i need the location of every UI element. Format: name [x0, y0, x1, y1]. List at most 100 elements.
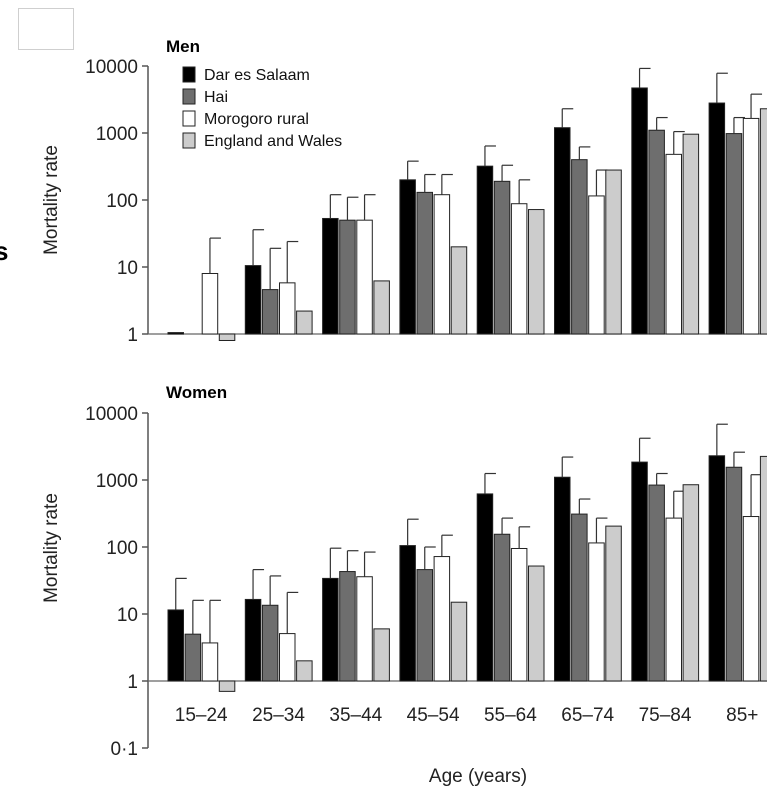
bar-england-and-wales-45-54	[450, 601, 468, 682]
error-bar-morogoro-rural-15-24	[209, 599, 221, 643]
bar-hai-55-64	[493, 180, 511, 335]
bar-england-and-wales-35-44	[373, 280, 390, 335]
bar-hai-35-44	[339, 571, 356, 682]
bar-dar-es-salaam-35-44	[322, 577, 339, 682]
x-tick-label: 75–84	[639, 705, 692, 726]
y-tick-label: 1000	[96, 471, 138, 492]
error-bar-hai-65-74	[578, 146, 591, 160]
bar-dar-es-salaam-45-54	[399, 545, 416, 682]
bar-dar-es-salaam-45-54	[399, 179, 416, 335]
error-bar-morogoro-rural-25-34	[286, 240, 299, 283]
error-bar-morogoro-rural-75-84	[673, 130, 685, 155]
y-tick-label: 10	[117, 258, 138, 279]
bar-hai-15-24	[184, 633, 202, 682]
bar-morogoro-rural-25-34	[279, 282, 296, 335]
panel-title: Women	[166, 383, 227, 402]
error-bar-dar-es-salaam-55-64	[484, 145, 496, 167]
error-bar-dar-es-salaam-55-64	[484, 472, 496, 494]
bar-england-and-wales-75-84	[682, 484, 700, 682]
legend-swatch-dar-es-salaam	[182, 66, 196, 83]
bar-morogoro-rural-55-64	[510, 547, 528, 682]
bar-dar-es-salaam-25-34	[244, 598, 262, 682]
legend-swatch-england-and-wales	[182, 132, 196, 149]
x-tick-label: 25–34	[252, 705, 305, 726]
blank-box	[18, 8, 74, 50]
error-bar-dar-es-salaam-65-74	[561, 456, 574, 478]
y-tick-label: 1	[127, 325, 138, 346]
bar-hai-55-64	[493, 533, 511, 682]
bar-england-and-wales-75-84	[682, 133, 700, 335]
bar-dar-es-salaam-15-24	[167, 609, 184, 682]
bar-dar-es-salaam-85	[708, 102, 726, 335]
bar-hai-75-84	[648, 484, 665, 682]
bar-morogoro-rural-85	[742, 117, 760, 335]
error-bar-hai-65-74	[578, 498, 591, 515]
legend-label-hai: Hai	[204, 89, 228, 106]
bar-morogoro-rural-35-44	[356, 219, 373, 335]
panel-title: Men	[166, 37, 200, 56]
error-bar-hai-75-84	[656, 116, 668, 131]
legend-swatch-morogoro-rural	[182, 110, 196, 127]
men-panel: Men Mortality rate 1 10 100 1000 10000	[41, 37, 767, 346]
bar-dar-es-salaam-25-34	[244, 265, 262, 335]
y-tick-label: 10000	[85, 404, 138, 425]
y-tick-label: 100	[106, 191, 138, 212]
bar-morogoro-rural-55-64	[510, 203, 528, 335]
error-bar-dar-es-salaam-65-74	[561, 108, 574, 128]
error-bar-hai-45-54	[424, 173, 436, 193]
bar-dar-es-salaam-65-74	[554, 476, 571, 682]
x-tick-label: 15–24	[175, 705, 228, 726]
error-bar-dar-es-salaam-35-44	[329, 547, 342, 579]
y-tick-label: 1000	[96, 124, 138, 145]
error-bar-hai-45-54	[424, 546, 436, 570]
error-bar-dar-es-salaam-75-84	[638, 437, 651, 463]
error-bar-morogoro-rural-65-74	[595, 517, 608, 543]
error-bar-hai-25-34	[269, 575, 282, 606]
error-bar-dar-es-salaam-75-84	[638, 67, 651, 88]
error-bar-hai-15-24	[192, 599, 204, 635]
bar-hai-85	[725, 466, 743, 682]
bar-england-and-wales-25-34	[296, 660, 313, 682]
bar-hai-25-34	[261, 289, 279, 335]
bar-morogoro-rural-25-34	[279, 633, 296, 682]
bar-england-and-wales-55-64	[528, 209, 545, 335]
error-bar-dar-es-salaam-85	[716, 423, 728, 456]
error-bar-dar-es-salaam-35-44	[329, 194, 342, 219]
error-bar-dar-es-salaam-45-54	[407, 518, 419, 546]
bar-morogoro-rural-45-54	[433, 556, 451, 682]
y-tick-label: 1	[127, 672, 138, 693]
error-bar-hai-55-64	[501, 517, 514, 535]
bar-hai-45-54	[416, 569, 433, 682]
legend: Dar es Salaam Hai Morogoro rural England an…	[182, 66, 342, 150]
bar-england-and-wales-15-24	[218, 333, 236, 341]
bar-morogoro-rural-35-44	[356, 576, 373, 682]
error-bar-morogoro-rural-85	[750, 93, 763, 119]
bar-dar-es-salaam-75-84	[631, 461, 648, 682]
bar-england-and-wales-85	[759, 455, 767, 682]
error-bar-morogoro-rural-55-64	[518, 526, 531, 549]
bar-dar-es-salaam-35-44	[322, 217, 339, 335]
bar-england-and-wales-25-34	[296, 310, 313, 335]
bar-hai-45-54	[416, 191, 433, 335]
bar-england-and-wales-65-74	[605, 525, 622, 682]
error-bar-hai-35-44	[346, 550, 359, 572]
bar-england-and-wales-65-74	[605, 169, 622, 335]
x-tick-label: 85+	[726, 705, 758, 726]
bar-morogoro-rural-65-74	[588, 195, 605, 335]
error-bar-hai-55-64	[501, 164, 514, 182]
women-panel: Women Mortality rate 0·1 1 10 100 1000 10000 15–…	[41, 383, 767, 760]
bar-hai-75-84	[648, 129, 665, 335]
bar-dar-es-salaam-65-74	[554, 127, 571, 335]
bar-england-and-wales-15-24	[218, 680, 236, 692]
bar-morogoro-rural-45-54	[433, 194, 451, 335]
y-axis-title: Mortality rate	[41, 145, 62, 255]
error-bar-hai-85	[733, 116, 745, 134]
bar-morogoro-rural-65-74	[588, 542, 605, 682]
error-bar-morogoro-rural-35-44	[363, 194, 376, 221]
y-tick-label: 10	[117, 605, 138, 626]
error-bar-dar-es-salaam-25-34	[252, 568, 265, 600]
error-bar-hai-25-34	[269, 247, 282, 290]
legend-label-dar-es-salaam: Dar es Salaam	[204, 67, 310, 84]
bar-dar-es-salaam-75-84	[631, 87, 648, 335]
error-bar-morogoro-rural-35-44	[363, 551, 376, 577]
